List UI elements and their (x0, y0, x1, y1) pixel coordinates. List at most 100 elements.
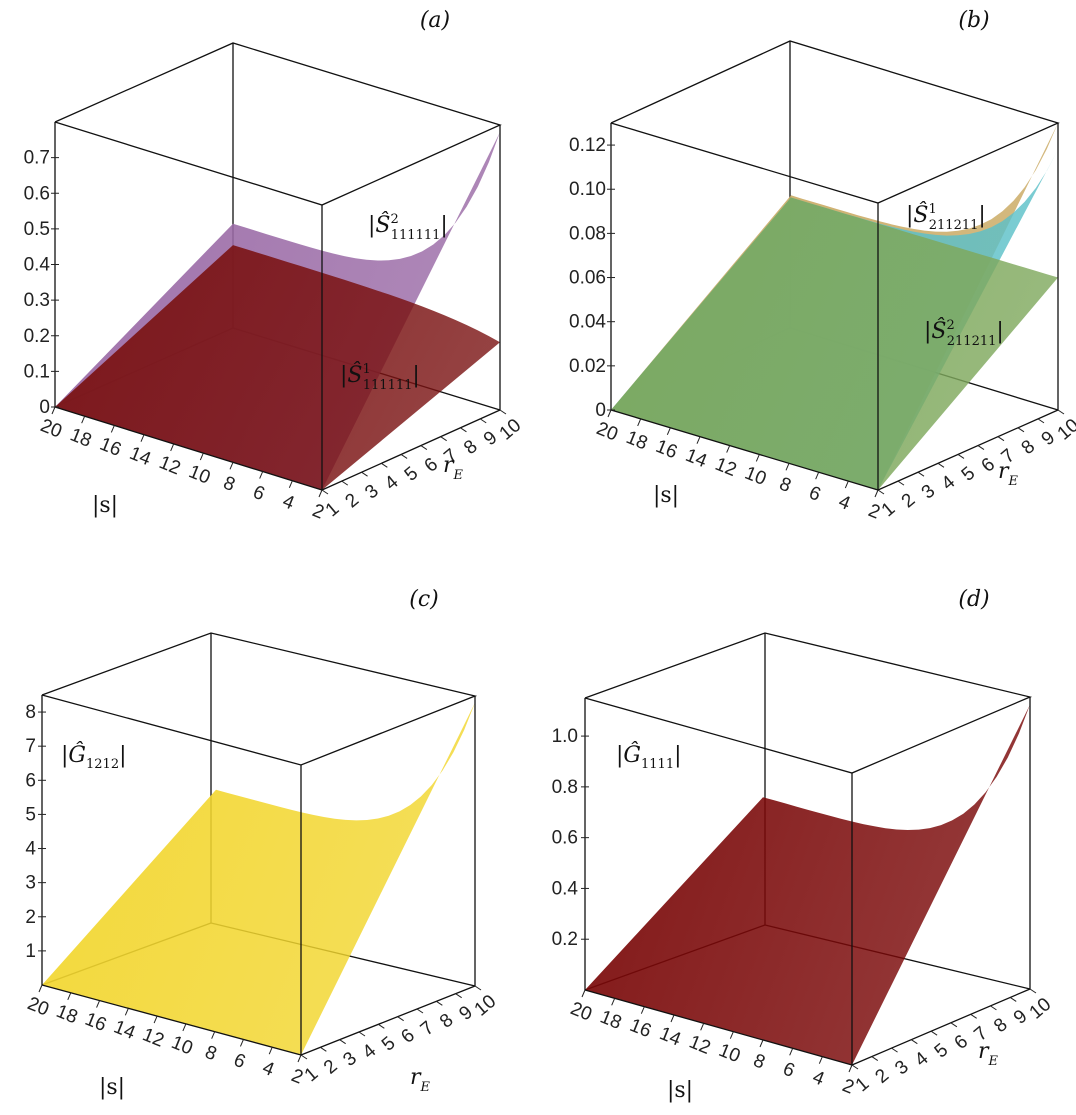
box-edge (54, 406, 323, 491)
x-tick-label: 14 (656, 1023, 684, 1051)
z-tick-label: 5 (25, 804, 36, 825)
x-tick (318, 489, 323, 498)
x-tick-label: 16 (82, 1009, 109, 1036)
y-tick (440, 436, 447, 442)
y-tick (499, 409, 507, 415)
y-tick (378, 1023, 385, 1029)
box-edge (300, 985, 476, 1056)
x-tick (789, 1048, 794, 1056)
z-tick-label: 0.06 (569, 268, 606, 289)
formula-label: |Ŝ2 111111| (368, 211, 448, 243)
x-tick-label: 6 (231, 1050, 249, 1073)
y-tick (1009, 997, 1017, 1002)
y-tick-label: 7 (417, 1017, 439, 1040)
x-tick (666, 427, 671, 435)
x-tick (640, 1006, 645, 1014)
y-tick (460, 427, 467, 433)
box-edge (610, 409, 879, 491)
x-tick-label: 12 (156, 452, 183, 479)
x-tick-label: 16 (653, 436, 680, 463)
y-tick (871, 1056, 879, 1061)
x-tick-label: 18 (597, 1007, 624, 1034)
y-tick (1017, 427, 1025, 433)
z-tick-label: 0.7 (24, 148, 50, 169)
y-tick (320, 1046, 327, 1052)
y-tick-label: 1 (322, 498, 344, 521)
x-axis-label: |s| (92, 493, 118, 518)
y-tick (436, 1000, 443, 1006)
x-tick-label: 6 (250, 482, 268, 505)
formula-label: |Ŝ2 211211| (924, 317, 1004, 349)
x-tick-label: 12 (139, 1024, 166, 1051)
x-tick-label: 8 (750, 1050, 768, 1073)
panel-label: (d) (958, 587, 989, 612)
x-tick (268, 1047, 273, 1055)
surface-series-2 (55, 245, 500, 490)
y-tick-label: 3 (339, 1048, 361, 1071)
y-tick (381, 462, 388, 468)
y-tick (851, 1064, 859, 1070)
y-tick-label: 4 (938, 471, 960, 494)
y-tick (930, 1030, 938, 1036)
y-tick (970, 1013, 977, 1019)
box-edge (877, 409, 1059, 491)
x-tick (755, 454, 760, 462)
y-tick-label: 8 (436, 1010, 458, 1033)
y-tick-label: 3 (361, 481, 383, 504)
y-axis-label: rE (410, 1065, 431, 1095)
y-tick (937, 462, 945, 468)
x-tick (67, 992, 72, 1000)
z-tick-label: 8 (25, 702, 36, 723)
x-tick-label: 18 (623, 427, 650, 454)
y-tick-label: 2 (341, 489, 363, 512)
panel-label: (b) (958, 8, 989, 33)
panel-label: (c) (409, 587, 439, 612)
y-tick (474, 985, 482, 991)
x-tick-label: 14 (126, 443, 154, 471)
y-tick-label: 8 (1018, 436, 1040, 459)
y-tick (321, 489, 329, 495)
z-tick-label: 0 (39, 397, 50, 418)
x-tick-label: 10 (168, 1032, 195, 1059)
box-edge (54, 42, 502, 206)
x-tick-label: 4 (810, 1067, 828, 1091)
y-tick (891, 1047, 898, 1053)
x-tick (153, 1015, 158, 1024)
y-tick (990, 1005, 997, 1011)
x-tick-label: 14 (682, 445, 710, 473)
z-tick-label: 0.4 (24, 255, 51, 276)
x-tick-label: 10 (742, 463, 769, 490)
box-edge (41, 984, 302, 1056)
z-tick-label: 0.08 (569, 223, 606, 244)
x-axis-label: |s| (99, 1075, 125, 1100)
x-tick (581, 989, 586, 998)
box-edge (584, 989, 853, 1066)
x-tick (96, 1000, 101, 1008)
x-tick-label: 18 (53, 1001, 80, 1028)
y-tick (397, 1016, 404, 1022)
x-tick-label: 16 (97, 434, 124, 461)
z-tick-label: 0.1 (24, 361, 50, 382)
x-tick (81, 416, 86, 424)
y-tick-label: 8 (460, 436, 482, 459)
z-tick-label: 0.4 (552, 878, 579, 899)
x-tick (611, 998, 616, 1006)
z-tick-label: 0.6 (552, 828, 578, 849)
box-edge (851, 988, 1031, 1066)
x-tick-label: 4 (280, 491, 298, 515)
x-tick-label: 16 (627, 1015, 654, 1042)
x-tick-label: 8 (776, 474, 794, 497)
x-tick (637, 418, 642, 427)
z-tick-label: 2 (25, 907, 36, 928)
z-tick-label: 0.5 (24, 219, 50, 240)
y-tick (950, 1022, 958, 1028)
x-axis-label: |s| (653, 483, 679, 508)
box-edge (610, 40, 1060, 204)
y-tick-label: 6 (978, 454, 1000, 477)
y-tick (997, 436, 1005, 442)
y-tick (957, 454, 965, 459)
y-tick-label: 8 (990, 1014, 1012, 1037)
x-tick (259, 471, 264, 479)
y-tick (341, 480, 349, 486)
